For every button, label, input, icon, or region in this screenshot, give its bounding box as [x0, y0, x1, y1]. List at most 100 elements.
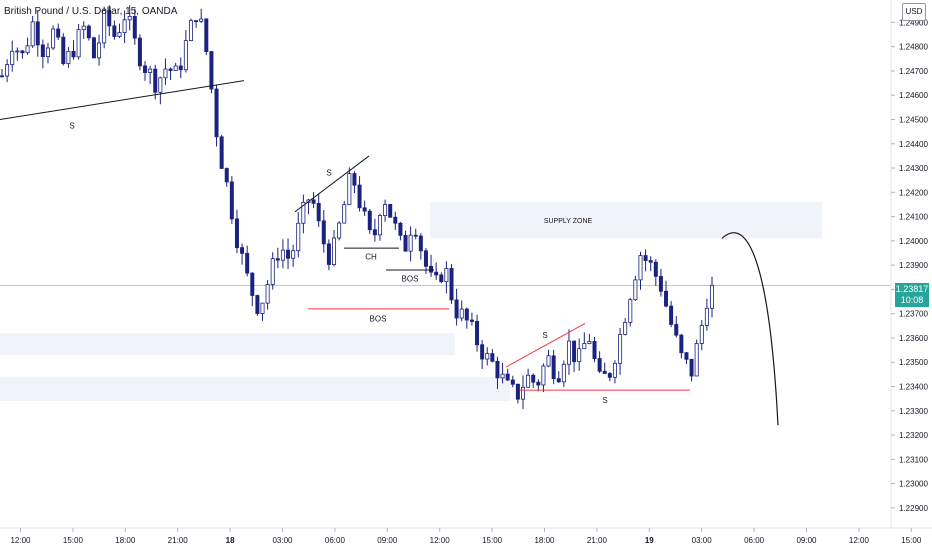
time-tick-label: 21:00: [168, 536, 189, 545]
bullish-candle: [377, 215, 382, 236]
bearish-candle: [245, 252, 250, 274]
bullish-candle: [710, 284, 715, 309]
candles-layer[interactable]: [0, 5, 715, 410]
bearish-candle: [255, 295, 260, 314]
bearish-candle: [388, 204, 393, 218]
price-tick-label: 1.24100: [899, 213, 928, 222]
price-axis[interactable]: 1.24900 1.24800 1.24700 1.24600 1.24500 1.244…: [890, 0, 928, 528]
bullish-candle: [291, 250, 296, 259]
price-tick-label: 1.24300: [899, 164, 928, 173]
bearish-candle: [35, 21, 40, 46]
price-tick-label: 1.24700: [899, 67, 928, 76]
bearish-candle: [168, 68, 173, 71]
bearish-candle: [143, 65, 148, 73]
bearish-candle: [61, 36, 66, 65]
price-tick-label: 1.24400: [899, 140, 928, 149]
bullish-candle: [694, 343, 699, 377]
bearish-candle: [40, 44, 45, 58]
bullish-candle: [332, 237, 337, 265]
time-tick-label: 12:00: [430, 536, 451, 545]
bullish-candle: [66, 50, 71, 65]
price-tick-label: 1.23500: [899, 358, 928, 367]
bullish-candle: [97, 42, 102, 59]
bearish-candle: [674, 324, 679, 336]
bearish-candle: [275, 258, 280, 261]
bearish-candle: [56, 28, 61, 38]
bearish-candle: [490, 353, 495, 362]
bearish-candle: [194, 20, 199, 23]
demand-zone: [0, 333, 455, 355]
price-tick-label: 1.23600: [899, 334, 928, 343]
bullish-candle: [704, 307, 709, 326]
bullish-candle: [699, 325, 704, 344]
bullish-candle: [15, 50, 20, 53]
bullish-candle: [148, 68, 153, 73]
bearish-candle: [684, 352, 689, 360]
bullish-candle: [45, 47, 50, 58]
bearish-candle: [286, 249, 291, 259]
bullish-candle: [51, 28, 56, 49]
bullish-candle: [265, 284, 270, 304]
bearish-candle: [643, 255, 648, 261]
bullish-candle: [102, 10, 107, 44]
bullish-candle: [122, 19, 127, 34]
time-axis[interactable]: 12:00 15:00 18:00 21:00 18 03:00 06:00 09:00 12:…: [0, 527, 932, 545]
price-tick-label: 1.23700: [899, 310, 928, 319]
time-tick-label: 18: [226, 536, 235, 545]
bearish-candle: [321, 220, 326, 245]
symbol-title[interactable]: British Pound / U.S. Dollar, 15, OANDA: [4, 6, 178, 17]
annotation-label: BOS: [370, 314, 387, 323]
bearish-candle: [556, 378, 561, 383]
bullish-candle: [526, 374, 531, 388]
bearish-candle: [664, 290, 669, 307]
bullish-candle: [566, 340, 571, 365]
bearish-candle: [112, 25, 117, 37]
bullish-candle: [301, 201, 306, 224]
zones-layer: [0, 202, 822, 402]
bearish-candle: [434, 271, 439, 276]
bearish-candle: [86, 25, 91, 39]
bearish-candle: [357, 184, 362, 209]
supply-zone-label: SUPPLY ZONE: [544, 218, 593, 225]
bearish-candle: [403, 235, 408, 252]
bearish-candle: [132, 16, 137, 39]
time-tick-label: 06:00: [325, 536, 346, 545]
bearish-candle: [429, 265, 434, 273]
price-tick-label: 1.24000: [899, 237, 928, 246]
bearish-candle: [372, 229, 377, 236]
bullish-candle: [117, 32, 122, 37]
price-tick-label: 1.24500: [899, 116, 928, 125]
bullish-candle: [158, 77, 163, 93]
bearish-candle: [515, 383, 520, 400]
bullish-candle: [577, 348, 582, 363]
annotation-label: S: [69, 121, 74, 130]
currency-button[interactable]: USD: [902, 3, 926, 21]
time-tick-label: 09:00: [796, 536, 817, 545]
bullish-candle: [623, 322, 628, 335]
bullish-candle: [183, 40, 188, 71]
time-tick-label: 18:00: [534, 536, 555, 545]
bullish-candle: [500, 373, 505, 379]
bearish-candle: [689, 358, 694, 377]
bullish-candle: [5, 64, 10, 77]
price-tick-label: 1.24600: [899, 91, 928, 100]
annotation-label: S: [326, 168, 331, 177]
bearish-candle: [393, 216, 398, 224]
time-tick-label: 15:00: [901, 536, 922, 545]
price-tick-label: 1.23300: [899, 407, 928, 416]
bearish-candle: [240, 247, 245, 254]
time-tick-label: 06:00: [744, 536, 765, 545]
bearish-candle: [602, 370, 607, 374]
bearish-candle: [214, 88, 219, 138]
demand-zone: [0, 376, 510, 402]
bearish-candle: [439, 274, 444, 283]
bullish-candle: [561, 363, 566, 383]
drawings-layer[interactable]: S S CH BOS BOS S S SUPPLY ZONE: [0, 80, 779, 426]
bearish-candle: [464, 308, 469, 321]
bearish-candle: [71, 50, 76, 58]
bearish-candle: [352, 173, 357, 186]
bearish-candle: [107, 10, 112, 27]
price-tick-label: 1.23900: [899, 261, 928, 270]
bearish-candle: [418, 235, 423, 252]
